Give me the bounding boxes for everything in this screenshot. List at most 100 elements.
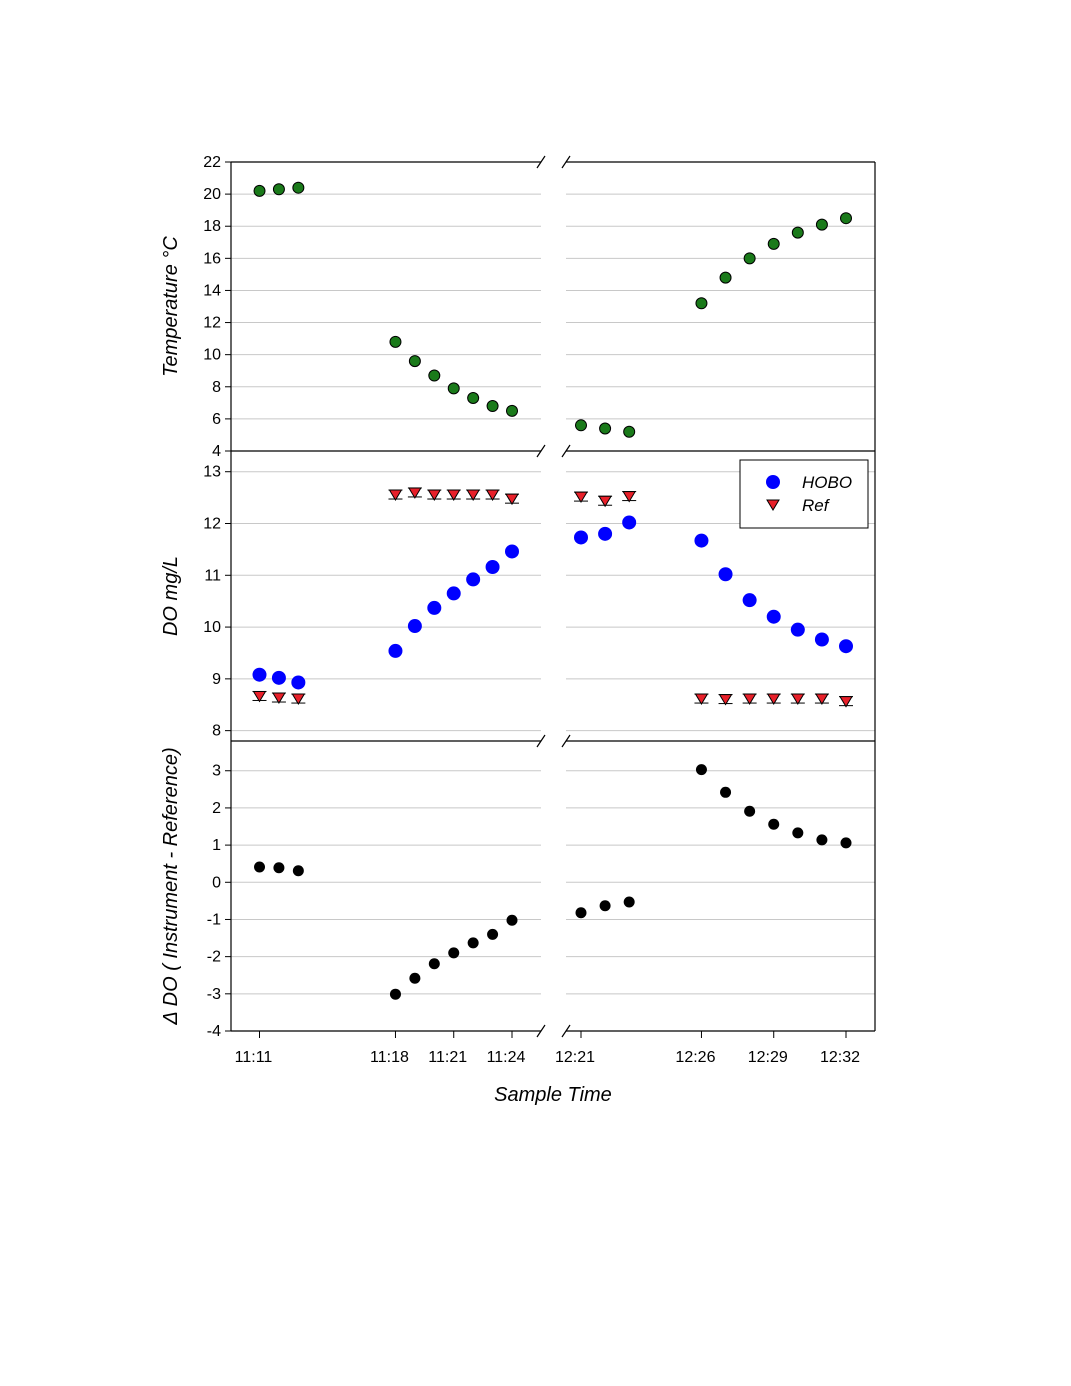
- do-ref-point: [766, 693, 781, 706]
- delta-y-tick-label: 1: [212, 837, 221, 854]
- temperature-point: [791, 226, 804, 239]
- do-hobo-point: [446, 586, 461, 601]
- do-hobo-point: [466, 572, 481, 587]
- delta-point: [292, 865, 304, 877]
- delta-point: [744, 805, 756, 817]
- delta-y-tick-label: 3: [212, 763, 221, 780]
- temperature-y-tick-label: 20: [203, 186, 221, 203]
- do-y-tick-label: 8: [212, 723, 221, 740]
- temperature-point: [389, 335, 402, 348]
- do-ref-point: [388, 489, 403, 501]
- temperature-point: [272, 183, 285, 196]
- delta-point: [389, 988, 401, 1000]
- do-hobo-point: [814, 632, 829, 647]
- legend-ref-label: Ref: [802, 496, 831, 515]
- do-ref-point: [408, 487, 422, 499]
- do-ref-point: [839, 696, 853, 708]
- axis-break-mark: [561, 155, 571, 169]
- x-tick-label: 11:11: [235, 1049, 273, 1066]
- legend-box: [739, 459, 869, 529]
- do-hobo-point: [574, 530, 588, 545]
- do-hobo-point: [427, 600, 442, 615]
- temperature-point: [623, 425, 636, 438]
- do-hobo-point: [694, 533, 709, 548]
- temperature-y-tick-label: 18: [203, 218, 221, 235]
- temperature-point: [486, 400, 499, 413]
- do-y-tick-label: 11: [204, 567, 221, 584]
- delta-point: [409, 972, 421, 984]
- do-ref-point: [252, 690, 267, 703]
- do-ref-point: [574, 491, 588, 504]
- temperature-y-tick-label: 10: [203, 347, 221, 364]
- marks-layer: [252, 181, 853, 1000]
- do-hobo-point: [718, 567, 733, 582]
- x-tick-label: 12:26: [675, 1049, 715, 1066]
- delta-point: [506, 914, 518, 926]
- temperature-point: [428, 369, 441, 382]
- do-hobo-point: [766, 609, 781, 624]
- do-ref-point: [742, 693, 757, 706]
- temperature-point: [467, 392, 480, 405]
- temperature-y-tick-label: 12: [203, 315, 221, 332]
- temperature-y-tick-label: 4: [212, 443, 221, 460]
- delta-y-tick-label: -4: [207, 1023, 221, 1040]
- delta-point: [720, 786, 732, 798]
- axis-break-mark: [536, 155, 546, 169]
- x-tick-label: 11:18: [370, 1049, 409, 1066]
- legend-ref-marker: [766, 499, 780, 511]
- do-hobo-point: [388, 643, 403, 658]
- do-ref-point: [505, 493, 519, 506]
- delta-point: [273, 862, 285, 874]
- x-tick-label: 11:21: [428, 1049, 467, 1066]
- delta-point: [467, 937, 479, 949]
- do-ref-point: [291, 693, 306, 706]
- temperature-point: [695, 297, 708, 310]
- temperature-point: [506, 404, 518, 417]
- do-hobo-point: [742, 593, 757, 608]
- axis-break-mark: [536, 734, 546, 748]
- delta-point: [448, 947, 460, 959]
- do-ref-point: [598, 495, 612, 508]
- do-hobo-point: [252, 667, 267, 682]
- do-hobo-point: [598, 526, 613, 541]
- temperature-point: [292, 181, 305, 194]
- temperature-point: [840, 212, 852, 225]
- frame-layer: [225, 155, 876, 1038]
- do-ref-point: [427, 489, 442, 501]
- delta-y-axis-title: Δ DO ( Instrument - Reference): [160, 747, 182, 1025]
- temperature-point: [719, 271, 732, 284]
- do-y-axis-title: DO mg/L: [160, 556, 182, 636]
- axis-break-mark: [536, 444, 546, 458]
- delta-point: [768, 818, 780, 830]
- x-tick-label: 11:24: [487, 1049, 526, 1066]
- temperature-point: [575, 419, 587, 432]
- temperature-point: [767, 237, 780, 250]
- do-ref-point: [272, 692, 286, 704]
- x-tick-label: 12:21: [555, 1049, 595, 1066]
- temperature-y-tick-label: 22: [203, 154, 221, 171]
- legend-hobo-marker: [766, 475, 780, 489]
- do-ref-point: [485, 489, 500, 501]
- temperature-y-tick-label: 16: [203, 250, 221, 267]
- delta-point: [599, 900, 611, 912]
- delta-point: [575, 907, 587, 919]
- do-hobo-point: [790, 622, 805, 637]
- delta-point: [816, 834, 828, 846]
- x-axis-title: Sample Time: [494, 1084, 612, 1106]
- do-ref-point: [718, 694, 733, 706]
- do-hobo-point: [291, 675, 306, 690]
- do-y-tick-label: 9: [212, 671, 221, 688]
- do-ref-point: [622, 491, 637, 503]
- temperature-point: [599, 422, 612, 435]
- x-tick-label: 12:29: [748, 1049, 788, 1066]
- do-ref-point: [815, 693, 829, 706]
- do-hobo-point: [271, 670, 286, 685]
- delta-y-tick-label: -3: [207, 986, 221, 1003]
- do-ref-point: [446, 489, 461, 501]
- do-ref-point: [790, 693, 805, 706]
- temperature-point: [447, 382, 460, 395]
- do-y-tick-label: 10: [203, 619, 221, 636]
- do-ref-point: [466, 489, 481, 501]
- legend-hobo-label: HOBO: [802, 473, 852, 492]
